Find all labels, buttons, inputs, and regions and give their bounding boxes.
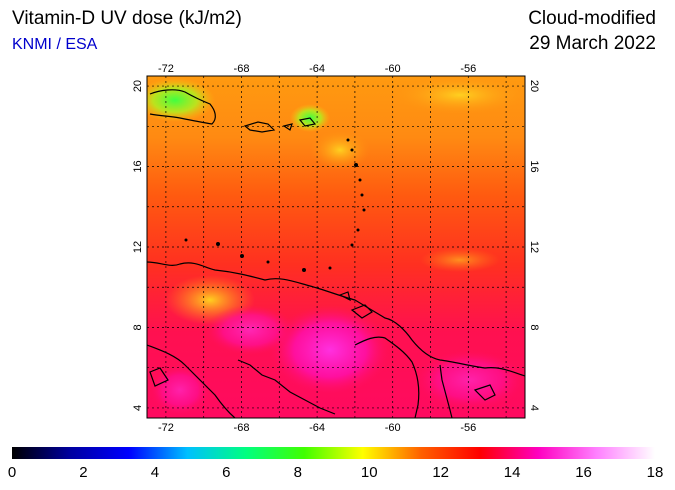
- colorbar-label: 12: [432, 464, 449, 481]
- lat-tick-right: 12: [528, 241, 540, 253]
- islands: [184, 138, 366, 272]
- colorbar-label: 2: [79, 464, 88, 481]
- lat-tick-right: 4: [528, 405, 540, 411]
- uv-dose-map: -72 -72 -68 -68 -64 -64 -60 -60 -56 -56 20 20 16 16 12…: [132, 63, 540, 434]
- source-label: KNMI / ESA: [12, 36, 98, 53]
- lat-tick-right: 20: [528, 80, 540, 92]
- lat-tick-right: 16: [528, 160, 540, 172]
- lon-tick-bottom: -64: [309, 422, 325, 434]
- colorbar-label: 6: [222, 464, 231, 481]
- colorbar-gradient: [12, 447, 655, 459]
- date-label: 29 March 2022: [529, 33, 656, 54]
- lon-tick-bottom: -60: [385, 422, 401, 434]
- colorbar-label: 16: [575, 464, 592, 481]
- lon-tick-top: -60: [385, 63, 401, 75]
- colorbar-label: 18: [646, 464, 664, 481]
- lon-tick-top: -64: [309, 63, 325, 75]
- lon-tick-top: -56: [460, 63, 476, 75]
- graticule: [147, 76, 525, 418]
- coastlines: [147, 89, 525, 418]
- lon-tick-bottom: -68: [234, 422, 250, 434]
- colorbar-label: 4: [150, 464, 160, 481]
- lat-tick-left: 12: [132, 241, 144, 253]
- colorbar-label: 14: [503, 464, 521, 481]
- lat-tick-right: 8: [528, 324, 540, 330]
- colorbar-label: 10: [360, 464, 378, 481]
- lon-tick-top: -72: [158, 63, 174, 75]
- lat-tick-left: 4: [132, 405, 144, 411]
- colorbar: [12, 447, 655, 459]
- lon-tick-bottom: -72: [158, 422, 174, 434]
- lon-tick-bottom: -56: [460, 422, 476, 434]
- colorbar-label: 8: [293, 464, 302, 481]
- lat-tick-left: 16: [132, 160, 144, 172]
- lat-tick-left: 20: [132, 80, 144, 92]
- mode-label: Cloud-modified: [528, 8, 656, 29]
- map-title: Vitamin-D UV dose (kJ/m2): [12, 8, 242, 29]
- map-frame: [146, 75, 526, 419]
- lon-tick-top: -68: [234, 63, 250, 75]
- colorbar-label: 0: [7, 464, 17, 481]
- lat-tick-left: 8: [132, 324, 144, 330]
- axis-ticks: -72 -72 -68 -68 -64 -64 -60 -60 -56 -56 20 20 16 16 12…: [132, 63, 540, 434]
